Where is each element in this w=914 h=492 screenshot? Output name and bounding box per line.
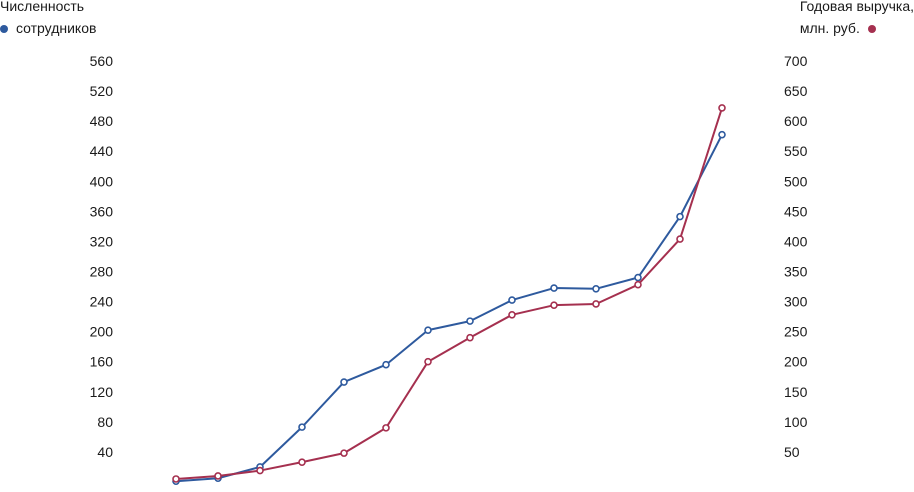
right-axis-tick-label: 100 (784, 414, 808, 430)
left-axis-label-line-2: сотрудников (16, 20, 97, 36)
revenue-data-point (550, 301, 558, 309)
revenue-data-point (298, 458, 306, 466)
right-axis-tick-label: 150 (784, 384, 808, 400)
left-axis-tick-label: 480 (90, 113, 114, 129)
employees-data-point (298, 423, 306, 431)
right-axis-tick-label: 300 (784, 294, 808, 310)
employees-data-point (676, 212, 684, 221)
revenue-series-line (175, 107, 723, 480)
revenue-series-marker-icon (867, 25, 876, 34)
employees-data-point (508, 296, 516, 304)
employees-data-point (466, 317, 474, 325)
right-axis-tick-label: 400 (784, 233, 808, 249)
right-axis-tick-label: 250 (784, 324, 808, 340)
left-axis-tick-label: 320 (90, 233, 114, 249)
revenue-data-point (340, 449, 348, 457)
right-axis-tick-label: 450 (784, 203, 808, 219)
left-axis-tick-label: 200 (90, 324, 114, 340)
employees-data-point (592, 284, 600, 293)
employees-data-point (550, 284, 558, 292)
right-axis-tick-label: 200 (784, 354, 808, 370)
left-axis-tick-label: 240 (90, 294, 114, 310)
right-axis-legend: Годовая выручка, млн. руб. (800, 0, 914, 39)
right-axis-tick-label: 50 (784, 444, 800, 460)
right-axis-tick-label: 650 (784, 83, 808, 99)
left-axis-tick-label: 40 (97, 444, 113, 460)
right-axis-tick-label: 600 (784, 113, 808, 129)
revenue-data-point (382, 424, 390, 432)
left-axis-tick-label: 560 (90, 53, 114, 69)
revenue-data-point (256, 466, 264, 475)
employees-data-point (340, 378, 348, 386)
left-axis-tick-label: 360 (90, 203, 114, 219)
left-axis-legend: Численность сотрудников (0, 0, 96, 39)
left-axis-tick-label: 160 (90, 354, 114, 370)
revenue-data-point (508, 311, 516, 319)
revenue-data-point (676, 235, 684, 243)
employees-data-point (382, 360, 390, 369)
left-axis-tick-label: 280 (90, 264, 114, 280)
left-axis-tick-label: 400 (90, 173, 114, 189)
revenue-data-point (634, 280, 642, 289)
left-axis-tick-label: 80 (97, 414, 113, 430)
left-axis-tick-label: 440 (90, 143, 114, 159)
right-axis-label-line-1: Годовая выручка, (799, 0, 914, 14)
revenue-data-point (466, 333, 474, 342)
employees-data-point (424, 326, 432, 334)
employees-data-point (718, 130, 726, 139)
left-axis-tick-label: 520 (90, 83, 114, 99)
revenue-data-point (592, 300, 600, 308)
employees-data-point (634, 273, 642, 282)
right-axis-tick-label: 550 (784, 143, 808, 159)
right-axis-tick-label: 350 (784, 264, 808, 280)
revenue-data-point (214, 472, 222, 480)
revenue-data-point (424, 357, 432, 366)
right-axis-tick-label: 700 (784, 53, 808, 69)
right-axis-tick-label: 500 (784, 173, 808, 189)
right-axis-label-line-2: млн. руб. (799, 20, 860, 36)
revenue-data-point (718, 104, 726, 112)
left-axis-tick-label: 120 (90, 384, 114, 400)
employees-series-marker-icon (0, 25, 8, 34)
left-axis-label-line-1: Численность (0, 0, 85, 14)
revenue-data-point (172, 475, 180, 483)
employees-series-line (175, 134, 723, 483)
